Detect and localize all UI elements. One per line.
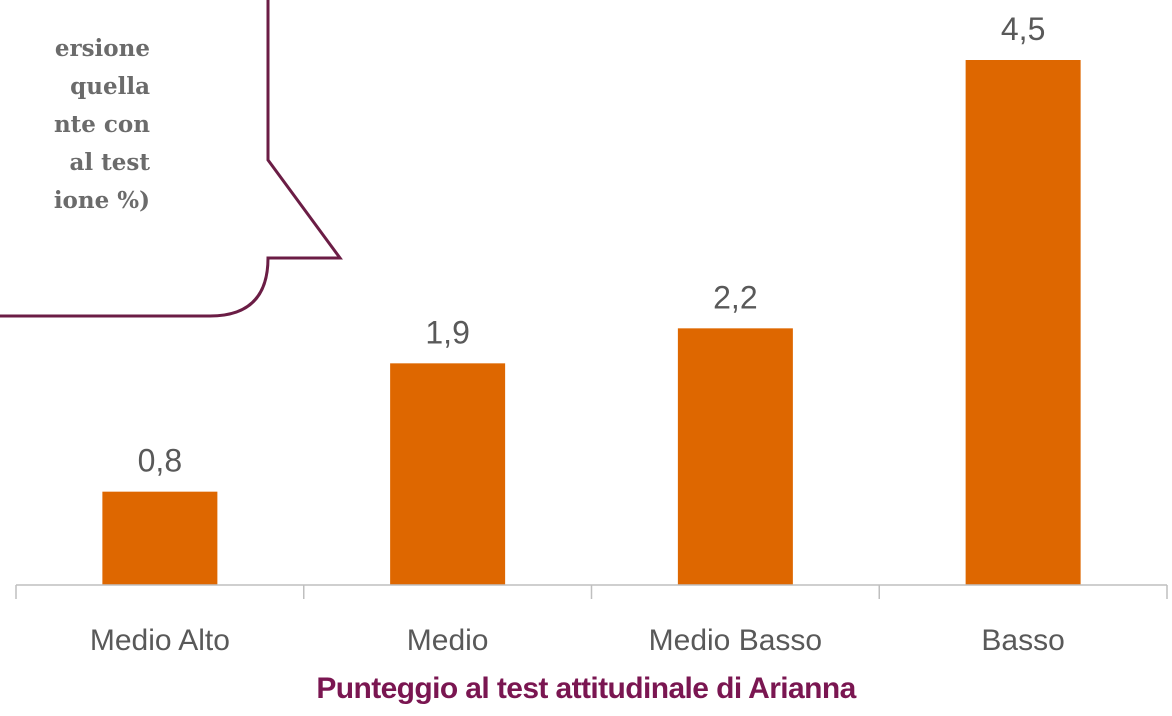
callout-line-4: al test <box>69 149 150 176</box>
x-axis-title: Punteggio al test attitudinale di Ariann… <box>316 672 856 705</box>
data-label: 1,9 <box>425 314 469 350</box>
x-tick-label: Basso <box>981 624 1064 657</box>
callout-text: ersione quella nte con al test ione %) <box>0 30 150 220</box>
callout-bubble <box>0 0 343 318</box>
bar-basso <box>965 60 1081 585</box>
data-label: 0,8 <box>138 443 182 479</box>
callout-line-5: ione %) <box>53 187 150 214</box>
bar-medio-basso <box>677 328 793 585</box>
data-label: 4,5 <box>1001 11 1045 47</box>
callout-line-1: ersione <box>54 35 150 62</box>
callout-line-3: nte con <box>53 111 150 138</box>
data-label: 2,2 <box>713 279 757 315</box>
x-tick-label: Medio Alto <box>90 624 230 657</box>
bar-medio-alto <box>102 491 218 585</box>
callout-line-2: quella <box>70 73 150 100</box>
x-tick-label: Medio <box>407 624 489 657</box>
x-tick-label: Medio Basso <box>649 624 822 657</box>
bar-medio <box>390 363 506 585</box>
